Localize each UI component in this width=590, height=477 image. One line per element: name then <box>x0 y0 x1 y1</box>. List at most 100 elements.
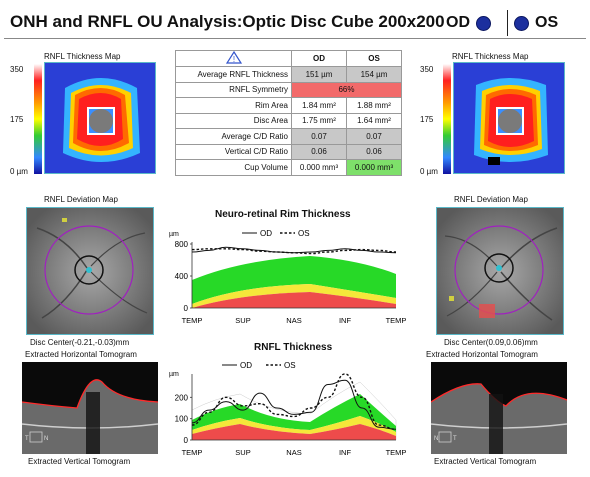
rnfl-x-tick-label: TEMP <box>386 448 407 457</box>
os-eye-icon <box>514 15 529 31</box>
row-label: RNFL Symmetry <box>175 81 292 98</box>
od-deviation-map[interactable] <box>26 207 154 335</box>
row-os-value: 0.07 <box>346 128 402 145</box>
svg-text:!: ! <box>232 55 234 64</box>
row-label: Vertical C/D Ratio <box>175 143 292 160</box>
rnfl-legend-od: OD <box>240 361 252 370</box>
row-os-value: 0.000 mm³ <box>346 159 402 176</box>
os-legend: OS <box>514 14 558 32</box>
rim-x-tick-label: NAS <box>286 316 301 325</box>
table-row: Average RNFL Thickness 151 µm 154 µm <box>175 66 402 83</box>
row-od-value: 1.75 mm² <box>291 112 347 129</box>
warning-triangle-icon: ! <box>225 50 242 64</box>
od-vertical-tomogram-title: Extracted Vertical Tomogram <box>28 457 131 466</box>
rnfl-y-tick-label: 0 <box>184 436 189 445</box>
metrics-header-os: OS <box>346 50 402 67</box>
rim-normal-band-yellow <box>192 284 396 308</box>
row-os-value: 1.88 mm² <box>346 97 402 114</box>
rim-chart: OD OS µm 800 400 0 TEMP SUP NAS INF TEMP <box>169 229 407 325</box>
rim-ylabel: µm <box>169 231 179 238</box>
rnfl-x-tick-label: INF <box>339 448 352 457</box>
table-row: Cup Volume 0.000 mm³ 0.000 mm³ <box>175 159 402 176</box>
table-row: Average C/D Ratio 0.07 0.07 <box>175 128 402 145</box>
rim-y-tick-label: 800 <box>175 240 189 249</box>
row-os-value: 1.64 mm² <box>346 112 402 129</box>
os-vertical-tomogram-title: Extracted Vertical Tomogram <box>434 457 537 466</box>
rim-y-tick-label: 0 <box>184 304 189 313</box>
rim-chart-title: Neuro-retinal Rim Thickness <box>215 209 351 220</box>
rnfl-normal-band-yellow <box>192 416 396 436</box>
rim-legend-os: OS <box>298 229 310 238</box>
rnfl-x-tick-label: TEMP <box>182 448 203 457</box>
row-os-value: 0.06 <box>346 143 402 160</box>
rnfl-chart-title: RNFL Thickness <box>254 342 333 353</box>
os-tomogram-marker-right: T <box>453 436 457 442</box>
od-horizontal-tomogram-title: Extracted Horizontal Tomogram <box>25 350 137 359</box>
os-scale-min: 0 µm <box>420 167 438 176</box>
rnfl-chart: OD OS µm 200 100 0 TEMP SUP NAS INF TEMP <box>169 361 407 457</box>
os-thickness-scale-bar <box>443 64 451 174</box>
od-label: OD <box>446 14 470 31</box>
os-horizontal-tomogram[interactable]: N T <box>431 362 567 454</box>
row-os-value: 154 µm <box>346 66 402 83</box>
table-row: Vertical C/D Ratio 0.06 0.06 <box>175 143 402 160</box>
rim-series-od-line <box>191 246 397 254</box>
os-thickness-map[interactable] <box>453 62 565 174</box>
row-label: Disc Area <box>175 112 292 129</box>
rim-normal-band-red <box>192 292 396 308</box>
table-row: Rim Area 1.84 mm² 1.88 mm² <box>175 97 402 114</box>
os-tomogram-marker-left: N <box>434 436 438 442</box>
rim-legend-od: OD <box>260 229 272 238</box>
os-deviation-map[interactable] <box>436 207 564 335</box>
od-scale-max: 350 <box>10 65 24 74</box>
rnfl-ylabel: µm <box>169 371 179 378</box>
rnfl-x-tick-label: SUP <box>235 448 250 457</box>
page-title: ONH and RNFL OU Analysis:Optic Disc Cube… <box>10 12 445 31</box>
rnfl-legend-os: OS <box>284 361 296 370</box>
rnfl-y-tick-label: 100 <box>175 415 189 424</box>
metrics-table: ! OD OS Average RNFL Thickness 151 µm 15… <box>175 50 402 176</box>
rnfl-x-tick-label: NAS <box>286 448 301 457</box>
os-horizontal-tomogram-title: Extracted Horizontal Tomogram <box>426 350 538 359</box>
rim-x-tick-label: SUP <box>235 316 250 325</box>
rnfl-series-od-line <box>191 379 397 430</box>
table-row: Disc Area 1.75 mm² 1.64 mm² <box>175 112 402 129</box>
row-label: Average C/D Ratio <box>175 128 292 145</box>
od-thickness-map-title: RNFL Thickness Map <box>44 52 121 61</box>
od-eye-icon <box>476 15 491 31</box>
row-label: Cup Volume <box>175 159 292 176</box>
os-scale-mid: 175 <box>420 115 434 124</box>
os-deviation-map-title: RNFL Deviation Map <box>454 195 528 204</box>
metrics-header-od: OD <box>291 50 347 67</box>
od-tomogram-marker-left: T <box>25 436 29 442</box>
row-od-value: 0.07 <box>291 128 347 145</box>
od-tomogram-marker-right: N <box>44 436 48 442</box>
rim-x-tick-label: INF <box>339 316 352 325</box>
od-scale-min: 0 µm <box>10 167 28 176</box>
od-thickness-map[interactable] <box>44 62 156 174</box>
rim-normal-band-green <box>192 256 396 304</box>
row-od-value: 1.84 mm² <box>291 97 347 114</box>
od-legend: OD <box>446 14 491 32</box>
row-od-value: 0.06 <box>291 143 347 160</box>
rim-y-tick-label: 400 <box>175 272 189 281</box>
eye-legend-divider <box>507 10 508 36</box>
od-thickness-scale-bar <box>34 64 42 174</box>
rnfl-normal-band-red <box>192 424 396 440</box>
rnfl-y-tick-label: 200 <box>175 393 189 402</box>
od-horizontal-tomogram[interactable]: T N <box>22 362 158 454</box>
os-scale-max: 350 <box>420 65 434 74</box>
row-od-value: 151 µm <box>291 66 347 83</box>
od-disc-center: Disc Center(-0.21,-0.03)mm <box>30 338 130 347</box>
table-row: RNFL Symmetry 66% <box>175 81 402 98</box>
od-scale-mid: 175 <box>10 115 24 124</box>
os-thickness-map-title: RNFL Thickness Map <box>452 52 529 61</box>
os-label: OS <box>535 14 559 31</box>
rim-x-tick-label: TEMP <box>386 316 407 325</box>
metrics-header-warning: ! <box>175 50 292 67</box>
od-deviation-map-title: RNFL Deviation Map <box>44 195 118 204</box>
rim-x-tick-label: TEMP <box>182 316 203 325</box>
row-merged-value: 66% <box>291 81 402 98</box>
rnfl-normal-band-green <box>192 394 396 432</box>
os-disc-center: Disc Center(0.09,0.06)mm <box>444 338 538 347</box>
